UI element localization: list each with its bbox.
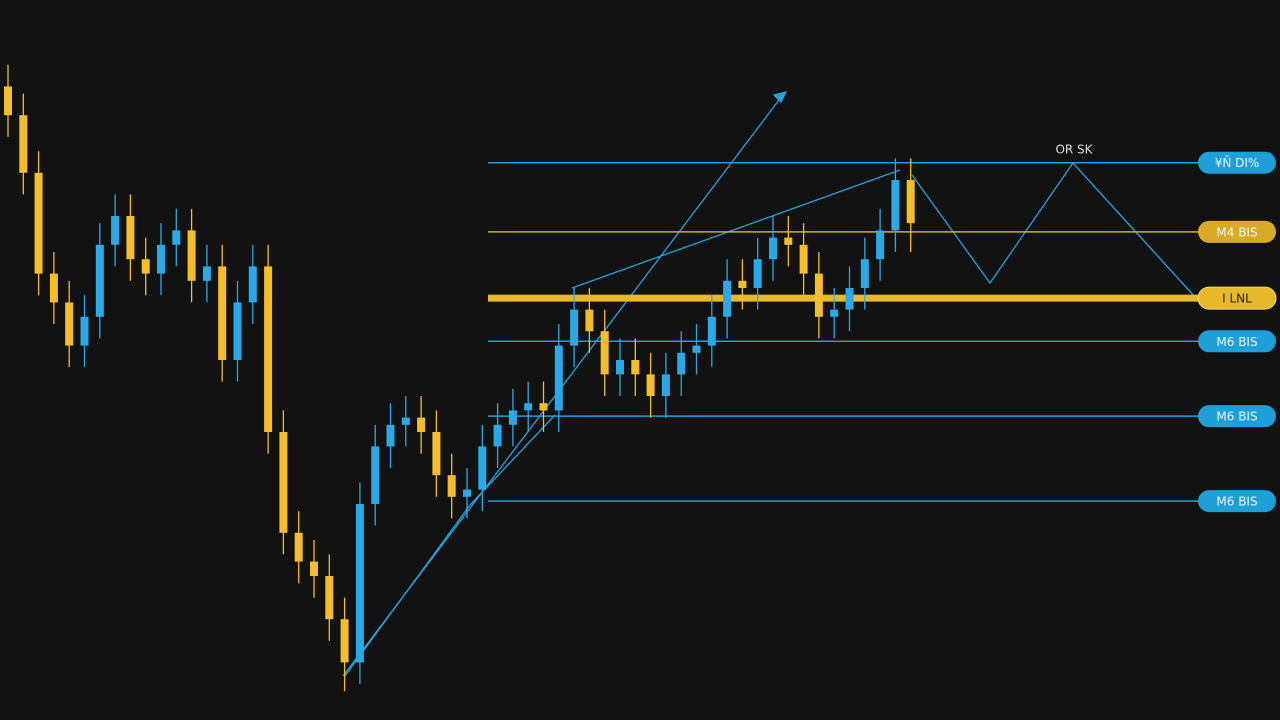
annotation: OR SK [1055,143,1093,157]
candle-body [799,244,808,274]
candle-body [738,280,747,288]
candle-body [264,266,273,432]
candle-body [248,266,257,303]
arrow-head [772,91,788,104]
level-badge [1198,330,1276,353]
candle-body [111,216,120,245]
level-badge [1197,286,1277,310]
zigzag-line [911,161,1196,298]
candle-body [860,259,869,288]
candle-body [814,273,823,317]
candle-body [585,309,594,332]
candle-body [616,360,624,375]
candle-body [845,288,854,310]
candle-body [218,266,227,360]
candle-body [141,259,150,274]
candle-body [80,316,89,346]
level-label: ¥Ñ DI% [1215,155,1260,170]
candle-body [432,432,441,476]
candle-body [508,410,517,425]
level-badge [1198,151,1276,174]
candle-body [4,86,12,116]
level-label: M6 BIS [1216,495,1257,509]
candle-body [34,172,43,274]
candle-body [65,302,74,346]
level-label: M6 BIS [1216,410,1257,424]
candle-body [830,309,839,317]
trend-line [571,169,901,289]
candle-body [447,475,456,497]
candle-body [19,115,28,173]
candle-body [493,424,502,447]
candle-body [386,424,395,447]
candle-body [723,280,732,317]
candle-body [784,237,793,245]
candle-body [906,180,915,224]
candle-body [692,345,701,353]
candle-body [95,244,104,317]
candle-body [753,259,762,288]
candle-body [524,403,533,411]
candle-body [187,230,196,281]
candle-body [707,316,716,346]
candle-body [157,244,165,274]
candle-body [891,180,900,231]
candle-body [417,417,426,432]
level-badge [1198,220,1276,243]
candle-body [554,345,563,411]
level-label: M4 BIS [1216,225,1257,239]
candle-body [202,266,211,281]
candle-body [677,352,686,375]
candle-body [769,237,777,260]
candle-body [126,216,135,260]
candle-body [340,619,349,663]
candle-body [600,331,609,375]
candle-body [570,309,579,346]
candle-body [371,446,380,504]
candle-body [310,561,318,576]
candle-body [463,489,471,497]
level-label: I LNL [1222,292,1252,306]
candle-body [646,374,655,396]
level-badge [1198,405,1276,428]
level-label: M6 BIS [1216,335,1257,349]
candle-body [279,432,288,533]
candle-body [539,403,548,411]
level-badge [1198,490,1276,513]
trend-line [344,414,556,677]
candle-body [661,374,670,396]
candle-body [172,230,181,245]
candle-body [294,532,303,562]
candle-body [631,360,640,375]
candle-body [478,446,487,490]
candle-body [49,273,58,303]
candle-body [325,576,334,620]
candle-body [355,504,364,663]
candle-body [233,302,242,360]
trend-lines [342,91,1196,677]
candle-body [401,417,410,425]
candle-body [876,230,885,260]
